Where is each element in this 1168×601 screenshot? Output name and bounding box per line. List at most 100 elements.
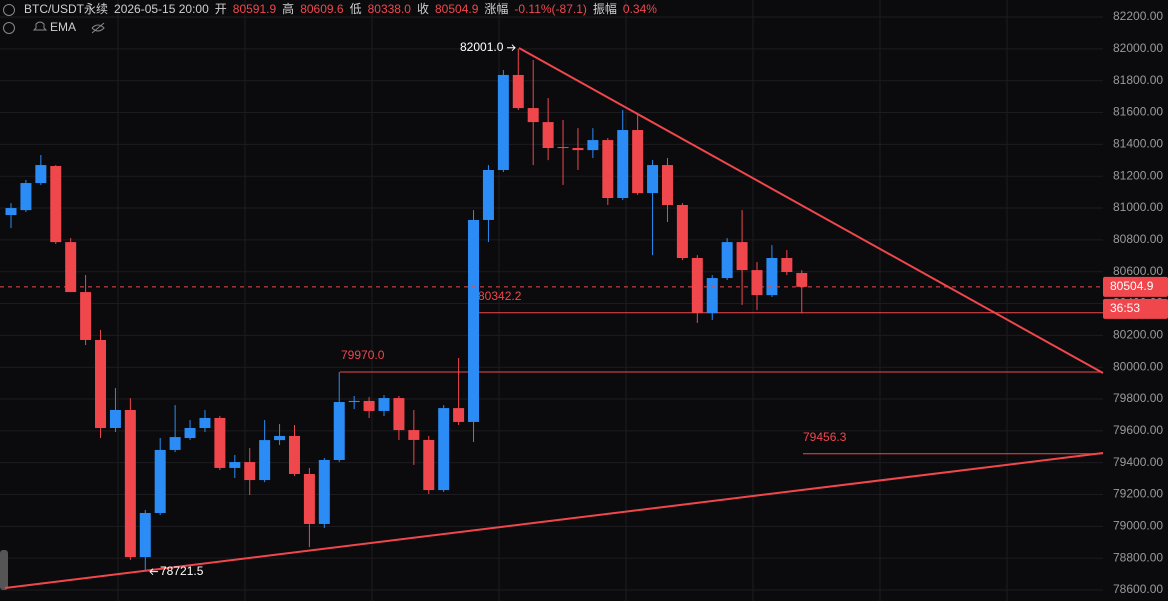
candle-body (706, 278, 718, 314)
trend-line (518, 47, 1104, 374)
candle-body (393, 398, 405, 431)
low-label: 78721.5 (160, 564, 204, 578)
countdown-box (1103, 298, 1168, 319)
candle-body (408, 430, 420, 440)
y-tick-label: 81800.00 (1113, 73, 1163, 87)
candle-body (542, 122, 554, 149)
y-tick-label: 82200.00 (1113, 9, 1163, 23)
candle-body (229, 462, 241, 468)
candle-body (259, 440, 271, 481)
y-tick-label: 79000.00 (1113, 519, 1163, 533)
candle-body (378, 398, 390, 411)
candle-body (333, 402, 345, 460)
high-label: 82001.0 (460, 40, 504, 54)
candle-body (557, 147, 569, 149)
header-text: 收 (417, 2, 429, 16)
candle-body (617, 130, 629, 198)
header-text: -0.11%(-87.1) (514, 2, 586, 16)
candle-body (288, 435, 300, 474)
y-tick-label: 81600.00 (1113, 105, 1163, 119)
y-tick-label: 80600.00 (1113, 264, 1163, 278)
candle-body (20, 183, 32, 211)
header-text: 0.34% (623, 2, 657, 16)
candle-body (348, 400, 360, 403)
y-tick-label: 79200.00 (1113, 487, 1163, 501)
candle-body (632, 130, 644, 194)
candle-body (199, 417, 211, 428)
header-text: 开 (215, 2, 227, 16)
alert-icon[interactable] (32, 21, 48, 31)
y-tick-label: 81000.00 (1113, 200, 1163, 214)
indicator-label: EMA (50, 20, 76, 34)
candle-body (5, 208, 17, 216)
y-tick-label: 78600.00 (1113, 582, 1163, 596)
y-tick-label: 80800.00 (1113, 232, 1163, 246)
candle-body (35, 165, 47, 184)
candle-body (423, 439, 435, 491)
header-text: 2026-05-15 20:00 (114, 2, 209, 16)
candle-body (65, 242, 77, 293)
collapse-icon[interactable] (3, 4, 15, 16)
y-tick-label: 78800.00 (1113, 550, 1163, 564)
collapse-icon[interactable] (3, 22, 15, 34)
candle-body (50, 166, 62, 243)
y-tick-label: 80000.00 (1113, 359, 1163, 373)
candle-body (796, 272, 808, 287)
candle-body (274, 435, 286, 441)
candle-body (244, 462, 256, 481)
candle-body (602, 140, 614, 198)
arrow (149, 568, 158, 576)
candle-body (512, 74, 524, 109)
y-tick-label: 79800.00 (1113, 391, 1163, 405)
price-box (1103, 276, 1168, 297)
y-tick-label: 79600.00 (1113, 423, 1163, 437)
candle-body (781, 258, 793, 273)
y-tick-label: 82000.00 (1113, 41, 1163, 55)
candle-body (154, 449, 166, 513)
candle-body (676, 205, 688, 259)
candle-body (214, 417, 226, 468)
candle-body (497, 74, 509, 170)
candle-body (109, 410, 121, 428)
header-text: 低 (350, 2, 362, 16)
candle-body (169, 437, 181, 450)
candle-body (661, 165, 673, 206)
candle-body (527, 108, 539, 123)
candle-body (139, 512, 151, 558)
grid (0, 0, 1103, 601)
header-text: 振幅 (593, 1, 617, 16)
y-tick-label: 81200.00 (1113, 168, 1163, 182)
trend-line (4, 452, 1104, 589)
hide-icon[interactable] (91, 22, 105, 34)
candle-body (303, 473, 315, 524)
y-tick-label: 80200.00 (1113, 328, 1163, 342)
header-text: 80504.9 (435, 2, 479, 16)
scroll-handle[interactable] (0, 550, 8, 590)
header-text: BTC/USDT永续 (24, 2, 108, 16)
level-label: 79456.3 (803, 430, 847, 444)
candle-body (572, 148, 584, 151)
header-text: 80591.9 (233, 2, 277, 16)
header-text: 高 (282, 1, 294, 16)
candle-body (482, 169, 494, 220)
candle-body (766, 258, 778, 296)
candle-body (647, 165, 659, 194)
candle-body (691, 258, 703, 314)
candle-body (184, 427, 196, 439)
candle-body (363, 400, 375, 411)
candle-body (318, 459, 330, 524)
price-label: 80504.9 (1110, 279, 1154, 293)
candle-body (468, 219, 480, 422)
level-label: 80342.2 (478, 289, 522, 303)
candle-body (80, 292, 92, 340)
candle-body (751, 270, 763, 296)
countdown: 36:53 (1110, 301, 1140, 315)
candle-body (587, 140, 599, 151)
candle-body (438, 408, 450, 491)
candle-body (736, 242, 748, 271)
level-label: 79970.0 (341, 348, 385, 362)
candle-body (124, 410, 136, 558)
